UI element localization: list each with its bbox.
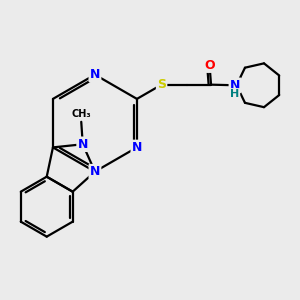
Text: N: N: [78, 138, 88, 151]
Text: O: O: [204, 59, 215, 72]
Text: N: N: [230, 79, 240, 92]
Text: H: H: [230, 89, 240, 99]
Text: N: N: [132, 141, 142, 154]
Text: N: N: [90, 68, 100, 81]
Text: CH₃: CH₃: [71, 110, 91, 119]
Text: S: S: [157, 78, 166, 91]
Text: N: N: [90, 165, 100, 178]
